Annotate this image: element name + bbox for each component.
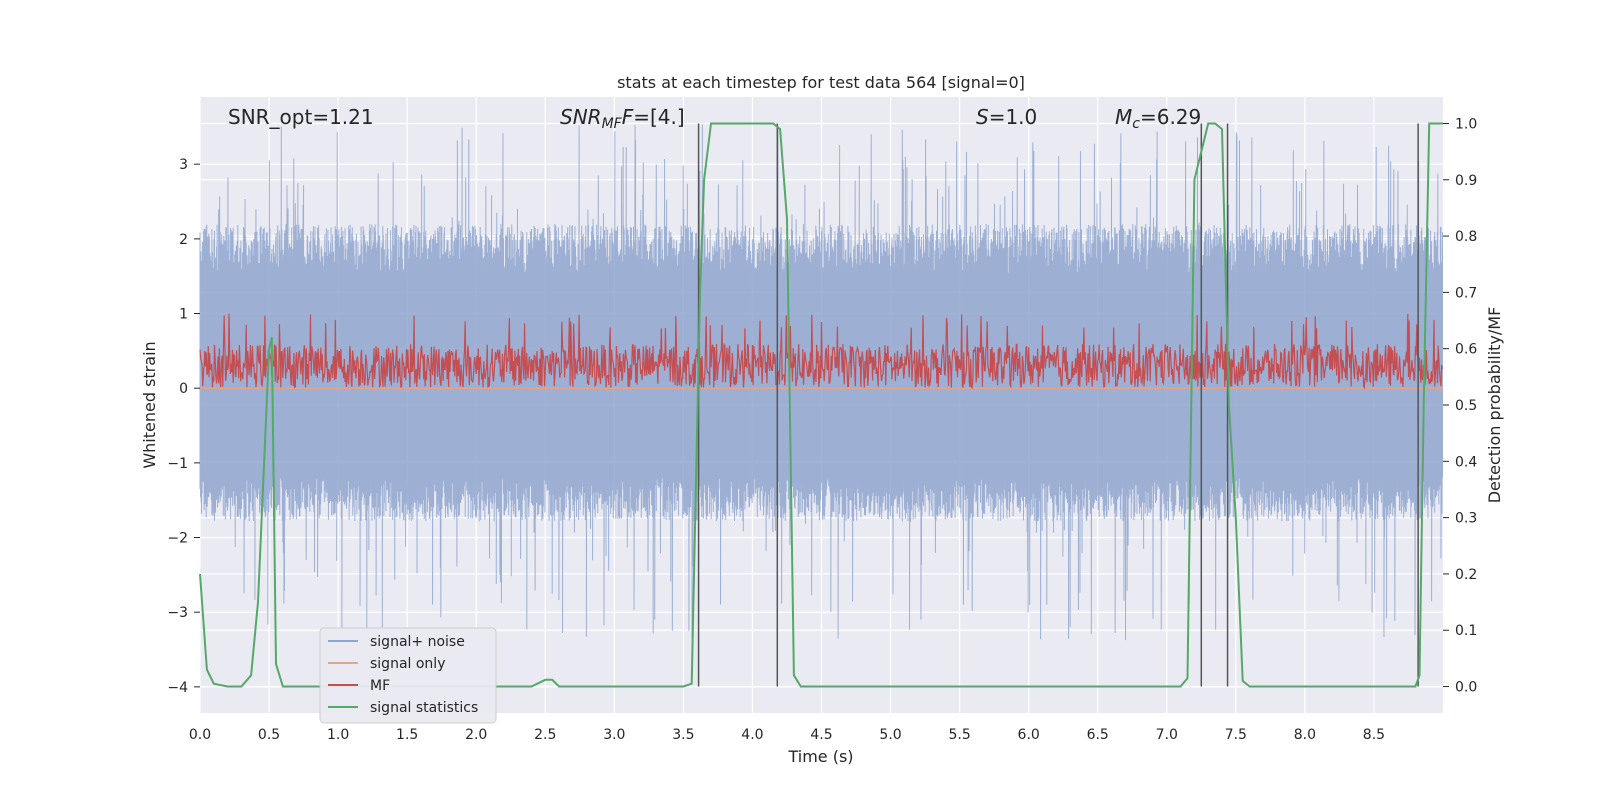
y2-tick-label: 0.0	[1455, 680, 1477, 696]
signal-statistics-line	[199, 122, 1443, 688]
x-tick-label: 1.5	[396, 727, 418, 743]
x-tick-label: 4.5	[810, 727, 832, 743]
x-tick-label: 5.0	[879, 727, 901, 743]
axis-ticks: 0.0 0.5 1.0 1.5 2.0 2.5 3.0 3.5 4.0 4.5 5.0 5.5 6.0 6…	[167, 116, 1477, 743]
y2-tick-label: 0.1	[1455, 623, 1477, 639]
y2-tick-label: 0.7	[1455, 285, 1477, 301]
annotation-snr-opt: SNR_opt=1.21	[228, 105, 374, 129]
x-tick-label: 6.5	[1087, 727, 1109, 743]
x-tick-label: 1.0	[327, 727, 349, 743]
y-tick-label: 1	[179, 307, 188, 323]
mf-series	[199, 313, 1443, 390]
x-tick-label: 6.0	[1018, 727, 1040, 743]
x-tick-label: 2.0	[465, 727, 487, 743]
x-tick-label: 3.5	[672, 727, 694, 743]
y2-tick-label: 0.5	[1455, 398, 1477, 414]
y2-tick-label: 0.8	[1455, 229, 1477, 245]
x-tick-label: 7.0	[1156, 727, 1178, 743]
y2-tick-label: 1.0	[1455, 116, 1477, 132]
mf-trace	[199, 313, 1443, 390]
x-tick-label: 8.5	[1363, 727, 1385, 743]
x-tick-label: 0.5	[258, 727, 280, 743]
y2-tick-label: 0.2	[1455, 567, 1477, 583]
chart-title: stats at each timestep for test data 564…	[617, 73, 1025, 92]
signal-statistics-series	[199, 122, 1443, 688]
x-tick-label: 7.5	[1225, 727, 1247, 743]
legend-label-statistics: signal statistics	[370, 700, 478, 716]
y-tick-label: −4	[167, 680, 188, 696]
x-axis-label: Time (s)	[787, 747, 853, 766]
x-tick-label: 2.5	[534, 727, 556, 743]
y2-tick-label: 0.9	[1455, 173, 1477, 189]
annotation-mc: Mc=6.29	[1115, 105, 1201, 132]
y-tick-label: 2	[179, 232, 188, 248]
y2-tick-label: 0.4	[1455, 454, 1477, 470]
y-tick-label: 3	[179, 157, 188, 173]
detection-markers	[697, 123, 1419, 687]
y2-axis-label: Detection probability/MF	[1485, 307, 1504, 504]
y-tick-label: −2	[167, 531, 188, 547]
annotation-s: S=1.0	[976, 105, 1037, 129]
x-tick-label: 0.0	[189, 727, 211, 743]
legend-box	[319, 627, 497, 724]
y-tick-label: −1	[167, 456, 188, 472]
x-tick-label: 3.0	[603, 727, 625, 743]
legend: signal+ noise signal only MF signal stat…	[319, 627, 497, 724]
y-tick-label: −3	[167, 605, 188, 621]
legend-label-mf: MF	[370, 678, 390, 694]
y-tick-label: 0	[179, 381, 188, 397]
legend-label-signal-only: signal only	[370, 656, 445, 672]
y-axis-label: Whitened strain	[140, 341, 159, 468]
x-tick-label: 8.0	[1294, 727, 1316, 743]
legend-label-noise: signal+ noise	[370, 634, 465, 650]
y2-tick-label: 0.3	[1455, 511, 1477, 527]
y2-tick-label: 0.6	[1455, 342, 1477, 358]
x-tick-label: 4.0	[741, 727, 763, 743]
annotation-snr-mf: SNRMFF=[4.]	[560, 105, 685, 132]
x-tick-label: 5.5	[948, 727, 970, 743]
